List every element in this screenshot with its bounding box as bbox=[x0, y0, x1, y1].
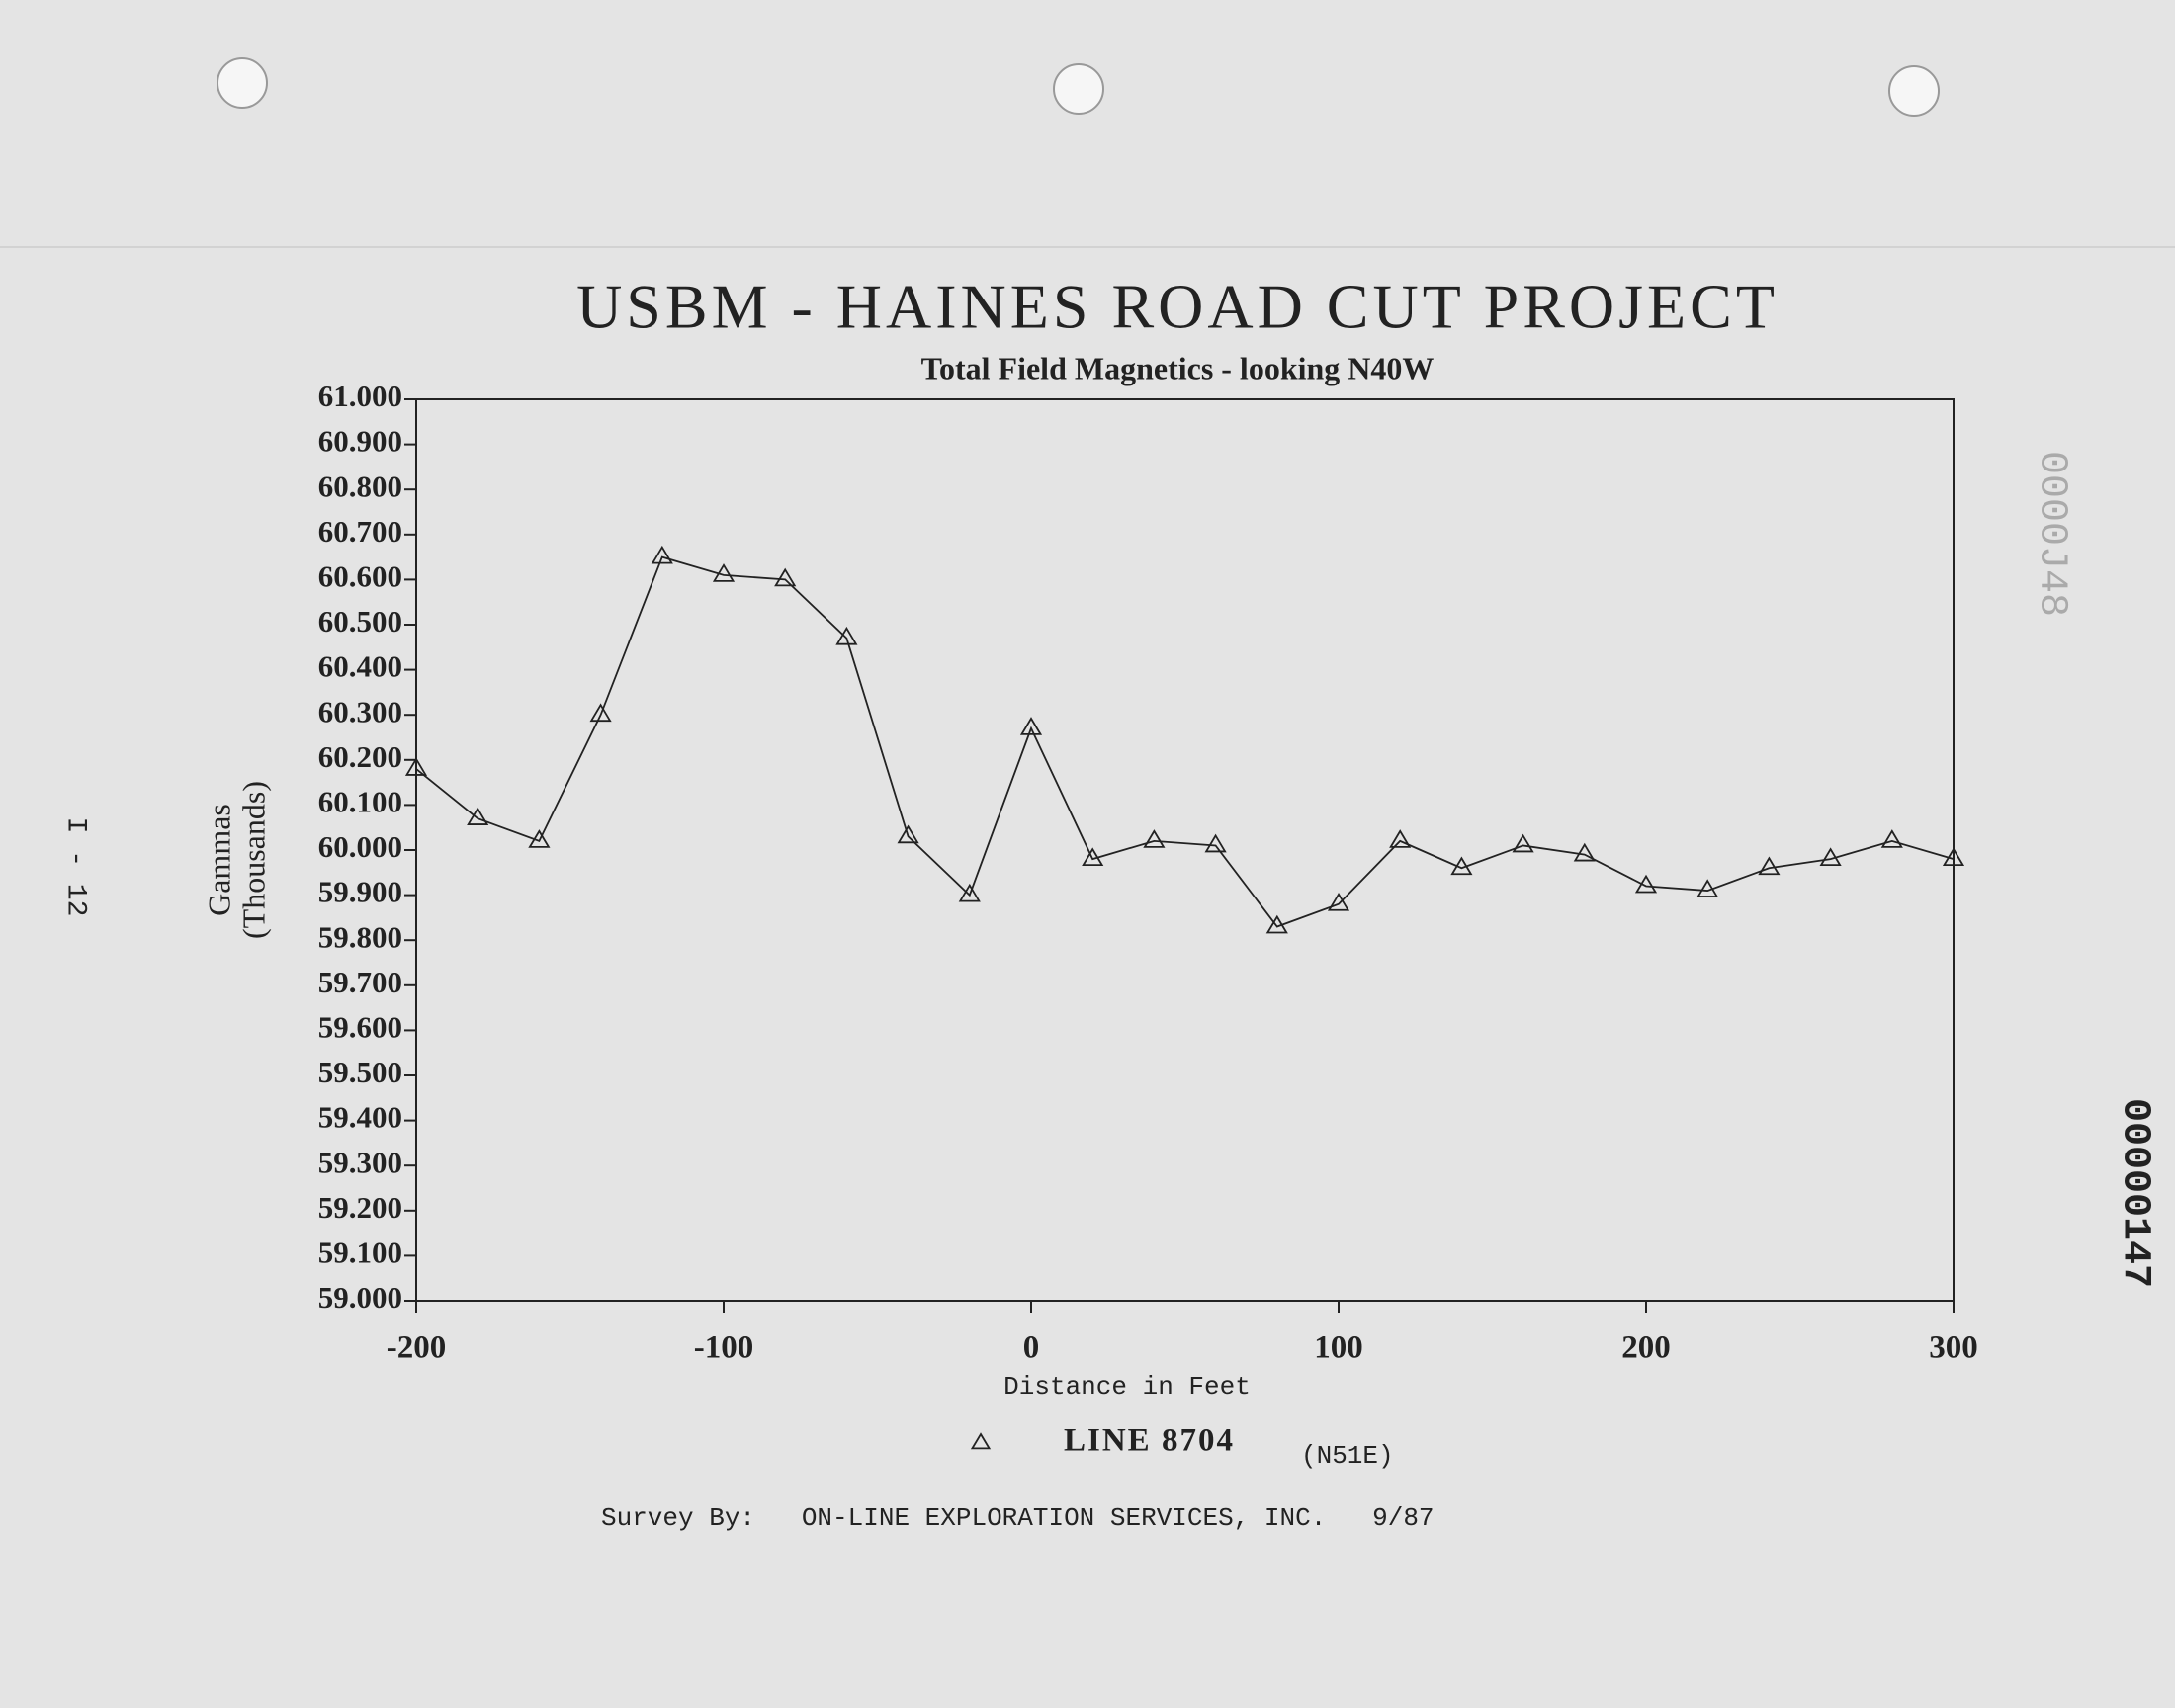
y-tick-label: 60.100 bbox=[318, 785, 402, 819]
data-marker bbox=[1512, 833, 1534, 853]
punch-hole bbox=[1888, 65, 1940, 117]
x-tick-label: -200 bbox=[387, 1330, 447, 1366]
y-tick-label: 60.400 bbox=[318, 649, 402, 684]
chart-subtitle: Total Field Magnetics - looking N40W bbox=[921, 350, 1435, 385]
data-marker bbox=[1819, 847, 1842, 867]
y-tick-label: 59.300 bbox=[318, 1145, 402, 1179]
data-marker bbox=[1696, 879, 1719, 897]
data-marker bbox=[1880, 829, 1903, 848]
y-tick-label: 60.600 bbox=[318, 559, 402, 594]
legend-note: (N51E) bbox=[1301, 1441, 1394, 1471]
y-tick-label: 59.900 bbox=[318, 875, 402, 909]
y-tick-label: 59.100 bbox=[318, 1236, 402, 1270]
data-marker bbox=[1389, 829, 1412, 848]
data-marker bbox=[528, 829, 551, 848]
x-tick-label: 300 bbox=[1929, 1330, 1978, 1366]
data-marker bbox=[1327, 892, 1350, 911]
data-marker bbox=[1204, 833, 1227, 853]
data-marker bbox=[651, 545, 673, 564]
data-line bbox=[415, 555, 1955, 928]
y-tick-label: 60.500 bbox=[318, 604, 402, 639]
data-marker bbox=[467, 807, 489, 825]
x-tick-label: 100 bbox=[1314, 1330, 1363, 1366]
data-marker bbox=[1450, 856, 1473, 876]
data-marker bbox=[1143, 829, 1166, 848]
faint-document-number: 0000J48 bbox=[2029, 451, 2073, 617]
x-axis-label: Distance in Feet bbox=[1003, 1372, 1251, 1402]
y-tick-label: 59.200 bbox=[318, 1190, 402, 1225]
y-tick-label: 59.700 bbox=[318, 965, 402, 999]
y-tick-label: 60.000 bbox=[318, 829, 402, 864]
legend-label: LINE 8704 bbox=[1064, 1423, 1235, 1459]
data-marker bbox=[589, 703, 612, 723]
data-marker bbox=[1082, 847, 1104, 867]
data-marker bbox=[897, 824, 919, 844]
data-marker bbox=[1265, 914, 1288, 934]
data-marker bbox=[774, 567, 797, 587]
y-tick-label: 60.300 bbox=[318, 694, 402, 728]
data-marker bbox=[1019, 717, 1043, 735]
footer: Survey By: ON-LINE EXPLORATION SERVICES,… bbox=[601, 1503, 1435, 1533]
data-marker bbox=[712, 563, 736, 582]
data-marker bbox=[1942, 847, 1965, 867]
x-tick-label: 0 bbox=[1023, 1330, 1040, 1366]
y-tick-label: 60.700 bbox=[318, 514, 402, 549]
data-marker bbox=[1758, 856, 1781, 876]
y-axis-label: (Thousands) bbox=[235, 781, 271, 939]
y-tick-label: 59.600 bbox=[318, 1010, 402, 1045]
y-tick-label: 59.500 bbox=[318, 1055, 402, 1089]
data-marker bbox=[404, 757, 428, 776]
y-tick-label: 60.200 bbox=[318, 739, 402, 774]
x-tick-label: -100 bbox=[694, 1330, 754, 1366]
y-tick-label: 59.000 bbox=[318, 1280, 402, 1315]
chart-title: USBM - HAINES ROAD CUT PROJECT bbox=[576, 272, 1779, 342]
legend-marker bbox=[970, 1432, 992, 1450]
data-marker bbox=[835, 626, 858, 645]
punch-hole bbox=[217, 57, 268, 109]
document-number: 00000147 bbox=[2112, 1098, 2156, 1288]
data-marker bbox=[1573, 842, 1596, 862]
y-tick-label: 61.000 bbox=[318, 379, 402, 413]
data-marker bbox=[1634, 874, 1658, 894]
x-tick-label: 200 bbox=[1621, 1330, 1671, 1366]
y-tick-label: 60.800 bbox=[318, 469, 402, 503]
y-tick-label: 59.800 bbox=[318, 919, 402, 954]
y-tick-label: 59.400 bbox=[318, 1100, 402, 1135]
y-tick-label: 60.900 bbox=[318, 424, 402, 459]
data-marker bbox=[958, 883, 981, 902]
punch-hole bbox=[1053, 63, 1104, 115]
page-number: I - 12 bbox=[60, 817, 91, 917]
y-axis-label: Gammas bbox=[201, 804, 236, 916]
